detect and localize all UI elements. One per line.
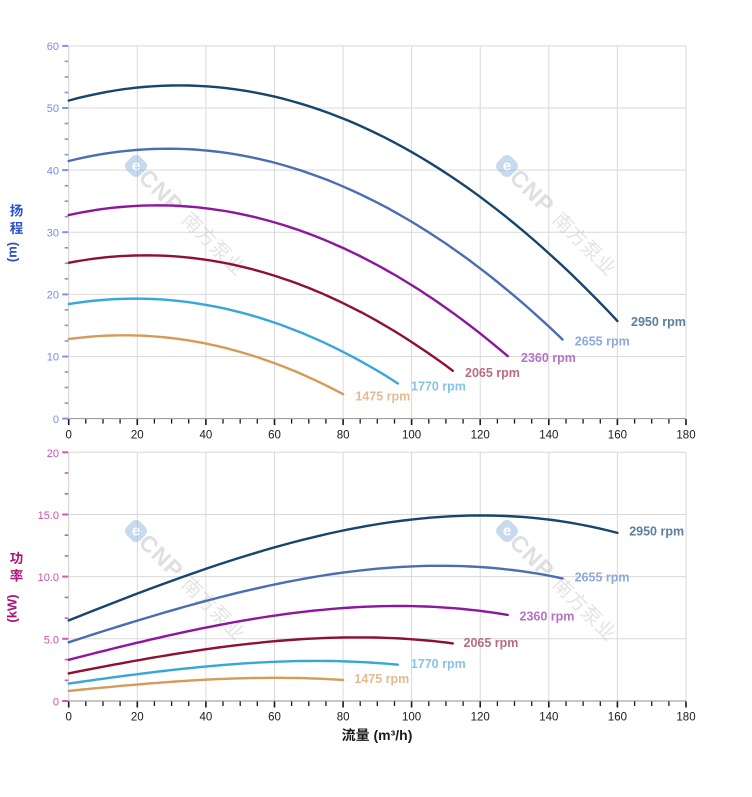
svg-text:(m³/h): (m³/h) bbox=[374, 727, 413, 743]
svg-text:e: e bbox=[132, 523, 140, 540]
svg-text:(kW): (kW) bbox=[5, 594, 20, 622]
svg-text:2655 rpm: 2655 rpm bbox=[575, 570, 630, 584]
svg-text:60: 60 bbox=[268, 429, 281, 441]
svg-text:e: e bbox=[503, 158, 511, 175]
svg-text:2065 rpm: 2065 rpm bbox=[465, 366, 520, 380]
svg-text:160: 160 bbox=[608, 429, 627, 441]
svg-text:60: 60 bbox=[268, 712, 281, 724]
svg-text:20: 20 bbox=[47, 448, 59, 460]
svg-text:2950 rpm: 2950 rpm bbox=[629, 525, 684, 539]
svg-text:1475 rpm: 1475 rpm bbox=[354, 672, 409, 686]
svg-text:100: 100 bbox=[402, 712, 421, 724]
svg-text:60: 60 bbox=[47, 41, 59, 53]
svg-text:15.0: 15.0 bbox=[38, 510, 59, 522]
svg-text:0: 0 bbox=[53, 414, 59, 426]
svg-text:40: 40 bbox=[200, 429, 213, 441]
svg-text:80: 80 bbox=[337, 712, 350, 724]
svg-text:2655 rpm: 2655 rpm bbox=[575, 335, 630, 349]
svg-text:140: 140 bbox=[539, 712, 558, 724]
svg-text:160: 160 bbox=[608, 712, 627, 724]
svg-text:50: 50 bbox=[47, 103, 59, 115]
svg-text:30: 30 bbox=[47, 227, 59, 239]
svg-text:5.0: 5.0 bbox=[44, 634, 59, 646]
svg-text:100: 100 bbox=[402, 429, 421, 441]
svg-text:20: 20 bbox=[131, 712, 144, 724]
svg-text:180: 180 bbox=[676, 712, 695, 724]
svg-text:1770 rpm: 1770 rpm bbox=[411, 380, 466, 394]
svg-text:80: 80 bbox=[337, 429, 350, 441]
svg-text:140: 140 bbox=[539, 429, 558, 441]
svg-text:1475 rpm: 1475 rpm bbox=[355, 390, 410, 404]
svg-text:2065 rpm: 2065 rpm bbox=[464, 636, 519, 650]
svg-text:0: 0 bbox=[65, 429, 71, 441]
svg-text:10: 10 bbox=[47, 352, 59, 364]
svg-text:20: 20 bbox=[47, 290, 59, 302]
svg-text:1770 rpm: 1770 rpm bbox=[411, 657, 466, 671]
svg-text:e: e bbox=[132, 158, 140, 175]
svg-text:(m): (m) bbox=[5, 242, 20, 262]
svg-text:e: e bbox=[503, 523, 511, 540]
svg-text:20: 20 bbox=[131, 429, 144, 441]
svg-text:120: 120 bbox=[471, 429, 490, 441]
svg-text:2360 rpm: 2360 rpm bbox=[521, 351, 576, 365]
svg-text:0: 0 bbox=[53, 697, 59, 709]
svg-text:40: 40 bbox=[200, 712, 213, 724]
svg-text:0: 0 bbox=[65, 712, 71, 724]
svg-text:2360 rpm: 2360 rpm bbox=[520, 610, 575, 624]
svg-text:40: 40 bbox=[47, 165, 59, 177]
svg-text:120: 120 bbox=[471, 712, 490, 724]
svg-text:10.0: 10.0 bbox=[38, 572, 59, 584]
svg-text:2950 rpm: 2950 rpm bbox=[631, 315, 686, 329]
svg-text:180: 180 bbox=[676, 429, 695, 441]
